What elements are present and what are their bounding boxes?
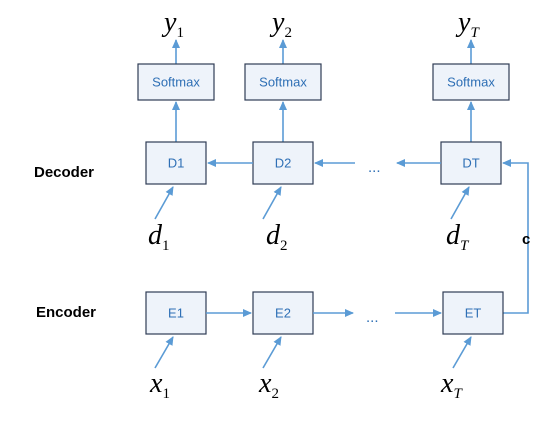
decoder-input-dT: dT (446, 220, 470, 254)
context-label: c (522, 231, 530, 248)
softmax-box-1: Softmax (137, 63, 215, 101)
arrow-x2-input (262, 336, 282, 369)
encoder-node-e1-label: E1 (168, 306, 184, 321)
decoder-input-d2: d2 (266, 220, 288, 254)
decoder-node-d1-label: D1 (168, 156, 185, 171)
encoder-node-e2: E2 (252, 291, 314, 335)
encoder-ellipsis: ... (366, 309, 379, 326)
softmax-label-3: Softmax (447, 75, 495, 90)
decoder-node-d2: D2 (252, 141, 314, 185)
softmax-label-2: Softmax (259, 75, 307, 90)
encoder-node-eT: ET (442, 291, 504, 335)
decoder-node-d1: D1 (145, 141, 207, 185)
encoder-node-e1: E1 (145, 291, 207, 335)
arrow-xT-input (452, 336, 472, 369)
softmax-box-2: Softmax (244, 63, 322, 101)
softmax-box-3: Softmax (432, 63, 510, 101)
decoder-input-d1: d1 (148, 220, 170, 254)
encoder-node-e2-label: E2 (275, 306, 291, 321)
encoder-input-x1: x1 (149, 368, 170, 402)
decoder-ellipsis: ... (368, 159, 381, 176)
encoder-label: Encoder (36, 304, 96, 321)
decoder-node-d2-label: D2 (275, 156, 292, 171)
encoder-input-x2: x2 (258, 368, 279, 402)
output-y2: y2 (269, 7, 292, 41)
decoder-node-dT-label: DT (462, 156, 479, 171)
decoder-node-dT: DT (440, 141, 502, 185)
encoder-node-eT-label: ET (465, 306, 482, 321)
arrow-d1-input (154, 186, 174, 220)
output-y1: y1 (161, 7, 184, 41)
softmax-label-1: Softmax (152, 75, 200, 90)
decoder-label: Decoder (34, 164, 94, 181)
arrow-dT-input (450, 186, 470, 220)
arrow-x1-input (154, 336, 174, 369)
arrow-d2-input (262, 186, 282, 220)
output-yT: yT (455, 7, 480, 41)
context-arrow (502, 159, 529, 314)
encoder-input-xT: xT (440, 368, 463, 402)
